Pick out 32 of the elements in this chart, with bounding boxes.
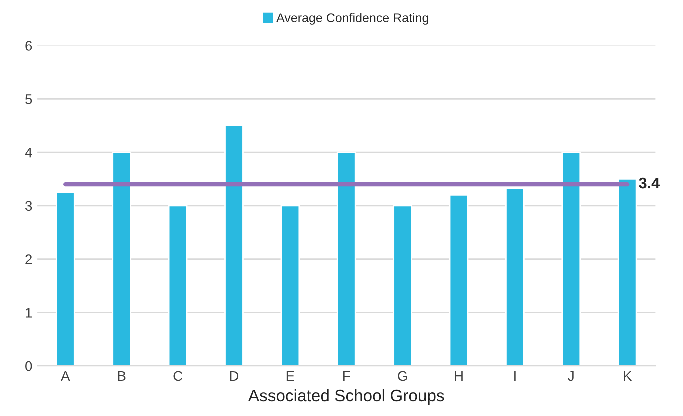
bar xyxy=(224,125,244,366)
y-tick-label: 0 xyxy=(26,361,32,372)
bar xyxy=(168,205,188,366)
bar xyxy=(562,152,582,366)
x-tick-label: G xyxy=(398,371,408,382)
legend-label: Average Confidence Rating xyxy=(276,13,428,25)
y-tick-label: 2 xyxy=(26,254,32,264)
y-tick-label: 1 xyxy=(26,308,32,318)
bar xyxy=(618,178,638,366)
bar xyxy=(506,188,525,366)
x-tick-label: J xyxy=(568,371,574,382)
y-tick-label: 4 xyxy=(25,148,32,158)
bar xyxy=(336,152,356,366)
bar xyxy=(56,192,76,366)
x-tick-label: E xyxy=(286,371,294,382)
x-tick-label: C xyxy=(174,371,183,382)
x-tick-label: A xyxy=(61,371,70,382)
y-tick-label: 5 xyxy=(26,94,32,104)
x-tick-label: F xyxy=(344,371,350,382)
y-tick-label: 6 xyxy=(26,41,32,51)
x-tick-label: H xyxy=(455,371,463,382)
bar xyxy=(449,194,469,366)
ref-line-label: 3.4 xyxy=(639,178,660,189)
x-tick-label: B xyxy=(118,371,126,382)
x-axis-title: Associated School Groups xyxy=(248,389,444,405)
x-tick-label: D xyxy=(230,371,239,382)
bar xyxy=(280,205,300,366)
x-tick-label: K xyxy=(624,371,632,382)
x-tick-label: I xyxy=(514,371,516,382)
y-tick-label: 3 xyxy=(26,201,32,212)
bar xyxy=(393,205,412,366)
bar xyxy=(112,152,132,366)
